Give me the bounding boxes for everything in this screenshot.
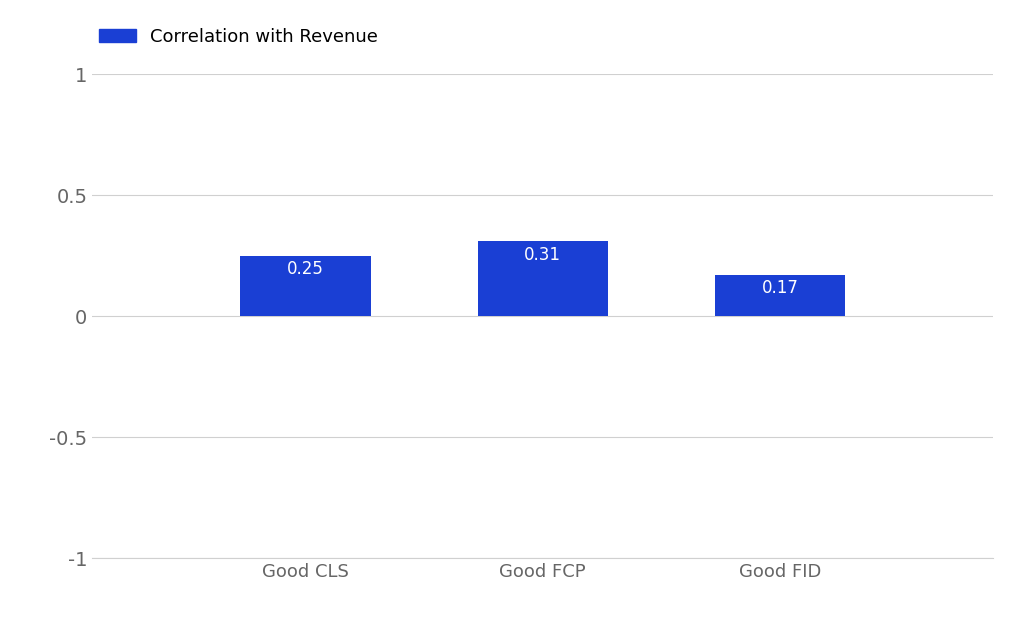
Bar — [241, 255, 371, 316]
Text: 0.17: 0.17 — [762, 280, 799, 298]
Text: 0.25: 0.25 — [287, 260, 324, 278]
Bar — [715, 275, 845, 316]
Legend: Correlation with Revenue: Correlation with Revenue — [92, 20, 385, 53]
Text: 0.31: 0.31 — [524, 246, 561, 264]
Bar — [477, 241, 608, 316]
